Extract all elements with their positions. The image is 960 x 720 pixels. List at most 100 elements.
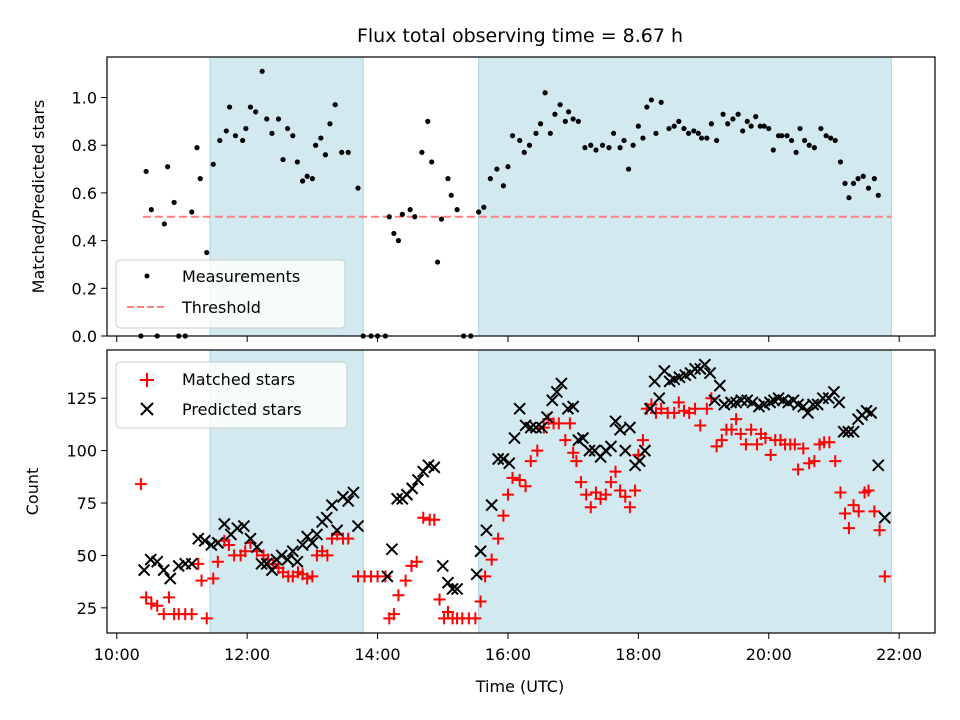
chart-title: Flux total observing time = 8.67 h (357, 25, 683, 47)
measurement-point-24 (269, 130, 275, 136)
predicted-star-point-96 (698, 358, 712, 371)
measurement-point-87 (617, 145, 623, 151)
matched-star-point-88 (609, 465, 622, 478)
matched-star-point-62 (474, 595, 487, 608)
matched-star-point-100 (668, 406, 681, 419)
measurement-point-81 (582, 145, 588, 151)
bottom-xtick-label-1: 12:00 (224, 645, 270, 664)
top-ytick-label-4: 0.8 (72, 136, 97, 155)
predicted-star-point-123 (837, 425, 850, 438)
measurement-point-100 (681, 125, 687, 132)
bottom-ytick-label-4: 125 (66, 389, 97, 408)
matched-star-point-105 (694, 419, 707, 432)
predicted-star-point-22 (275, 549, 288, 562)
measurement-point-125 (797, 125, 803, 132)
predicted-star-point-7 (185, 557, 198, 571)
predicted-star-point-59 (508, 431, 521, 445)
legend-threshold-label: Threshold (181, 298, 261, 317)
predicted-star-point-26 (296, 538, 309, 552)
matched-star-point-134 (839, 507, 852, 520)
matched-star-point-11 (195, 574, 208, 587)
matched-star-point-132 (829, 455, 842, 468)
measurement-point-50 (412, 214, 418, 220)
measurement-point-34 (318, 135, 324, 141)
matched-star-point-126 (797, 442, 810, 455)
matched-star-point-66 (497, 509, 510, 522)
predicted-star-point-67 (550, 385, 564, 399)
measurement-point-80 (575, 118, 581, 124)
measurement-point-79 (570, 116, 576, 122)
bottom-xtick-label-6: 22:00 (876, 645, 922, 664)
measurement-point-5 (165, 164, 171, 170)
measurement-point-136 (850, 180, 857, 186)
measurement-point-127 (806, 142, 812, 148)
measurement-point-10 (194, 145, 200, 151)
measurement-point-89 (625, 166, 632, 172)
matched-star-point-116 (751, 438, 764, 451)
measurement-point-96 (658, 99, 664, 105)
top-ytick-label-3: 0.6 (72, 184, 97, 203)
matched-star-point-31 (301, 572, 314, 585)
predicted-star-point-3 (157, 563, 170, 577)
predicted-star-point-97 (703, 366, 717, 380)
measurement-point-99 (676, 118, 682, 124)
predicted-star-point-50 (446, 582, 459, 596)
matched-star-point-46 (387, 608, 400, 621)
measurement-point-28 (290, 133, 296, 139)
legend-matched-marker (140, 373, 154, 387)
measurement-point-102 (691, 128, 697, 134)
measurement-point-67 (509, 133, 516, 139)
measurement-point-85 (606, 145, 612, 151)
predicted-star-point-24 (286, 545, 300, 558)
measurement-point-52 (425, 118, 431, 124)
matched-star-point-64 (485, 553, 498, 566)
measurement-point-32 (309, 176, 315, 182)
matched-star-point-54 (433, 593, 446, 606)
bottom-predicted-points (137, 358, 892, 596)
measurement-point-82 (588, 142, 594, 148)
predicted-star-point-11 (211, 536, 225, 550)
predicted-star-point-56 (491, 452, 505, 466)
predicted-star-point-60 (513, 402, 526, 415)
measurement-point-16 (226, 104, 233, 110)
top-legend: Measurements Threshold (115, 259, 346, 329)
predicted-star-point-32 (325, 498, 339, 512)
matched-star-point-87 (604, 476, 617, 489)
matched-star-point-106 (700, 402, 713, 415)
legend-measurements-marker (144, 273, 150, 279)
predicted-star-point-85 (643, 402, 657, 415)
matched-star-point-124 (788, 438, 801, 451)
measurement-point-74 (547, 130, 553, 136)
measurement-point-116 (757, 123, 763, 129)
top-ytick-label-5: 1.0 (72, 89, 97, 108)
measurement-point-75 (552, 111, 558, 117)
predicted-star-point-77 (604, 440, 618, 453)
matched-star-point-44 (379, 570, 392, 583)
measurement-point-26 (280, 156, 286, 163)
bottom-ytick-label-2: 75 (77, 494, 97, 513)
predicted-star-point-121 (827, 385, 841, 399)
matched-star-point-84 (589, 486, 602, 499)
measurement-point-97 (666, 125, 672, 132)
bottom-matched-points (134, 392, 891, 625)
matched-star-point-127 (803, 457, 816, 470)
predicted-star-point-16 (244, 532, 257, 545)
predicted-star-point-31 (320, 511, 333, 524)
bottom-xtick-label-2: 14:00 (355, 645, 401, 664)
measurement-point-104 (698, 135, 705, 141)
matched-star-point-77 (559, 434, 572, 447)
predicted-star-point-0 (137, 563, 151, 577)
predicted-star-point-131 (878, 511, 892, 524)
predicted-star-point-49 (441, 576, 455, 589)
matched-star-point-72 (531, 444, 544, 457)
matched-star-point-12 (200, 612, 213, 625)
measurement-point-93 (644, 104, 650, 110)
predicted-star-point-55 (485, 498, 498, 512)
matched-star-point-111 (725, 423, 738, 436)
measurement-point-12 (204, 249, 210, 256)
predicted-star-point-129 (864, 406, 878, 420)
measurement-point-126 (802, 137, 808, 144)
measurement-point-48 (399, 211, 405, 217)
measurement-point-20 (247, 104, 254, 110)
predicted-star-point-12 (218, 517, 231, 531)
